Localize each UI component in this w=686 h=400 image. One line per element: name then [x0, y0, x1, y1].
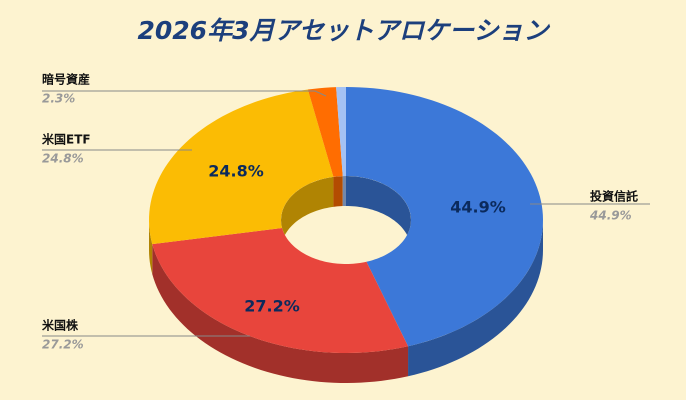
slice — [307, 87, 343, 177]
label-category: 米国株 — [42, 318, 79, 333]
slice — [149, 89, 334, 245]
slice-value-label: 44.9% — [450, 198, 506, 217]
slice-side — [408, 220, 543, 377]
slice-side — [152, 244, 409, 383]
slice-inner-side — [333, 176, 343, 207]
label-value: 24.8% — [42, 152, 84, 166]
chart-title: 2026年3月アセットアロケーション — [138, 16, 551, 45]
slice-value-label: 27.2% — [244, 297, 300, 316]
hole-wall — [281, 176, 411, 250]
slice-inner-side — [346, 176, 411, 250]
slice-inner-side — [342, 176, 346, 207]
label-category: 米国ETF — [42, 132, 91, 147]
label-category: 投資信託 — [590, 189, 638, 204]
label-value: 27.2% — [42, 338, 84, 352]
slice — [336, 87, 346, 177]
slice-side — [149, 220, 153, 275]
leader-line — [42, 90, 327, 97]
slice — [152, 227, 409, 353]
label-value: 2.3% — [42, 92, 75, 106]
slice — [346, 87, 543, 347]
slice-value-label: 24.8% — [208, 162, 264, 181]
label-value: 44.9% — [589, 209, 632, 223]
slice-inner-side — [281, 176, 334, 250]
label-category: 暗号資産 — [42, 72, 90, 87]
